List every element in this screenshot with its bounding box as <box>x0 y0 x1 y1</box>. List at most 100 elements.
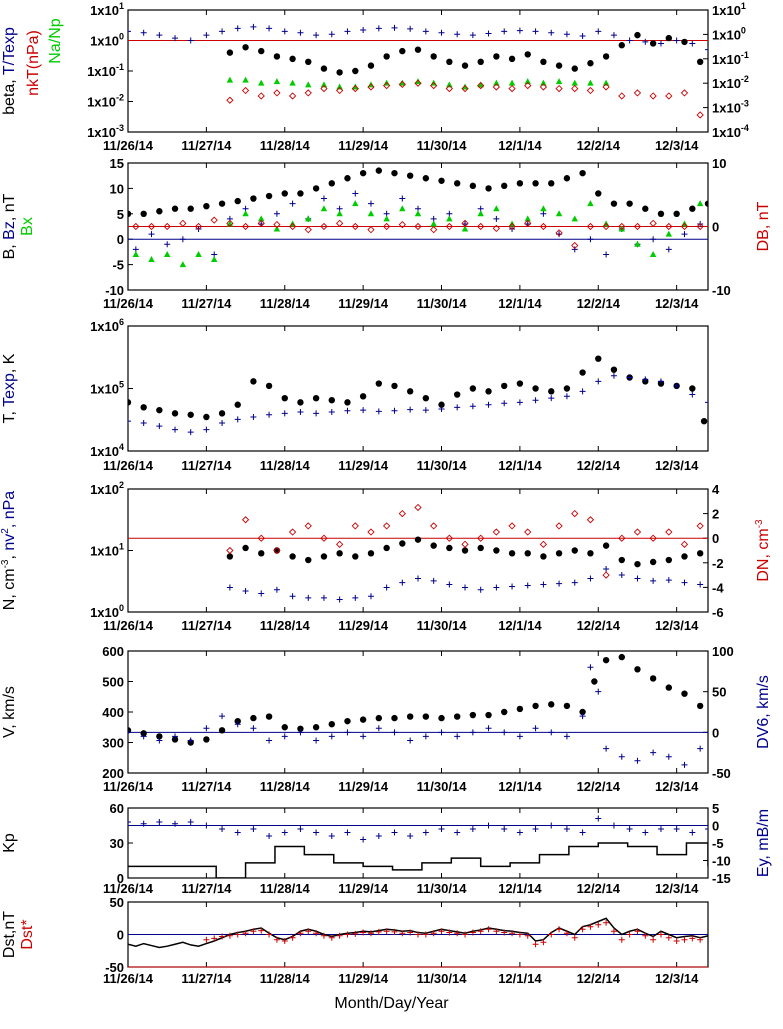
data-point-kp-1 <box>469 826 476 832</box>
series-group-kp <box>128 815 708 878</box>
data-point-beta-3 <box>241 86 250 95</box>
data-point-beta-3 <box>430 81 438 90</box>
data-point-density-2 <box>430 522 438 530</box>
y-tick-label: 0 <box>117 871 124 886</box>
data-point-velocity-1 <box>313 737 320 744</box>
x-tick-label: 12/3/14 <box>655 458 699 473</box>
data-point-bfield-1 <box>367 200 374 207</box>
y-axis-label2-bfield: Bx <box>19 217 36 236</box>
data-point-dst-1 <box>634 928 641 935</box>
data-point-beta-3 <box>320 84 328 93</box>
data-point-temp-1 <box>705 399 708 406</box>
x-tick-label: 11/29/14 <box>338 779 389 794</box>
y-tick-label: 1x10-3 <box>87 123 124 140</box>
data-point-temp-1 <box>689 391 696 398</box>
data-point-density-0 <box>665 556 673 564</box>
data-point-velocity-0 <box>140 730 147 737</box>
data-point-density-2 <box>665 528 673 536</box>
x-tick-label: 11/30/14 <box>417 618 468 633</box>
data-point-kp-1 <box>438 826 445 832</box>
data-point-density-1 <box>665 577 672 584</box>
data-point-bfield-2 <box>649 250 657 257</box>
data-point-dst-1 <box>352 930 359 937</box>
y-tick-label: 5 <box>117 207 124 222</box>
data-point-bfield-1 <box>681 231 688 238</box>
data-point-density-2 <box>383 522 391 530</box>
y-axis-label-bfield: B, Bz, nT <box>1 193 18 259</box>
data-point-beta-2 <box>273 78 281 85</box>
data-point-dst-1 <box>579 926 586 933</box>
x-tick-label: 11/27/14 <box>181 779 232 794</box>
y-axis-right-label-bfield: DB, nT <box>755 201 772 251</box>
y-right-tick-label: -4 <box>712 580 724 595</box>
data-point-bfield-0 <box>657 210 665 217</box>
x-tick-label: 11/29/14 <box>338 138 389 153</box>
data-point-temp-1 <box>485 401 492 408</box>
data-point-bfield-2 <box>211 256 218 263</box>
y-tick-label: 1x101 <box>90 542 124 559</box>
data-point-density-2 <box>571 509 579 518</box>
data-point-velocity-1 <box>203 725 210 732</box>
data-point-kp-1 <box>689 829 696 836</box>
y-right-tick-label: -6 <box>712 605 724 620</box>
data-point-temp-1 <box>281 410 288 417</box>
data-point-dst-1 <box>305 928 312 935</box>
data-point-dst-1 <box>681 936 688 943</box>
data-point-temp-0 <box>375 380 383 387</box>
y-axis-label-dst: Dst,nT <box>1 911 18 958</box>
data-point-temp-1 <box>501 400 508 407</box>
y-right-tick-label: 1x101 <box>712 1 746 18</box>
data-point-temp-1 <box>128 418 131 425</box>
data-point-density-0 <box>336 550 343 557</box>
data-point-beta-1 <box>172 35 179 42</box>
data-point-dst-1 <box>642 932 649 939</box>
data-point-beta-0 <box>461 62 469 69</box>
data-point-temp-1 <box>532 397 539 404</box>
data-point-dst-1 <box>297 930 304 937</box>
x-tick-label: 12/1/14 <box>498 971 542 986</box>
x-tick-label: 11/27/14 <box>181 881 232 896</box>
data-point-beta-3 <box>383 81 391 90</box>
data-point-beta-3 <box>477 81 485 90</box>
data-point-kp-1 <box>563 826 570 832</box>
data-point-kp-1 <box>657 826 664 832</box>
data-point-density-2 <box>335 540 344 548</box>
data-point-beta-1 <box>689 40 696 47</box>
data-point-beta-0 <box>242 44 249 51</box>
data-point-velocity-1 <box>187 737 194 744</box>
data-point-bfield-0 <box>501 182 508 190</box>
data-point-beta-0 <box>524 51 531 58</box>
data-point-density-2 <box>586 516 595 524</box>
data-point-beta-0 <box>477 58 484 66</box>
data-point-beta-0 <box>618 42 625 49</box>
data-point-bfield-2 <box>258 215 265 222</box>
data-point-beta-3 <box>586 86 595 95</box>
x-tick-label: 11/29/14 <box>338 458 389 473</box>
data-point-beta-1 <box>234 25 241 32</box>
data-point-velocity-1 <box>156 737 163 744</box>
data-point-bfield-0 <box>453 180 461 187</box>
data-point-bfield-3 <box>633 222 642 231</box>
data-point-temp-0 <box>203 413 210 421</box>
data-point-velocity-1 <box>140 733 147 740</box>
data-point-temp-0 <box>689 385 696 392</box>
data-point-velocity-1 <box>266 737 273 744</box>
data-point-bfield-0 <box>265 192 273 200</box>
data-point-dst-1 <box>689 935 696 942</box>
y-right-tick-label: -2 <box>712 556 724 571</box>
data-point-velocity-0 <box>328 721 335 728</box>
data-point-beta-1 <box>563 31 570 38</box>
y-right-tick-label: -10 <box>712 283 731 298</box>
data-point-bfield-3 <box>351 222 359 231</box>
data-point-temp-1 <box>266 411 273 418</box>
data-point-density-1 <box>336 596 343 603</box>
y-right-tick-label: 1x10-3 <box>712 99 749 116</box>
data-point-density-0 <box>540 553 547 560</box>
plot-frame-beta <box>127 9 709 133</box>
data-point-velocity-1 <box>579 713 586 720</box>
data-point-bfield-2 <box>461 225 469 232</box>
data-point-dst-1 <box>266 931 273 938</box>
data-point-beta-0 <box>665 34 673 42</box>
x-tick-label: 12/2/14 <box>577 138 621 153</box>
data-point-beta-1 <box>281 28 288 35</box>
